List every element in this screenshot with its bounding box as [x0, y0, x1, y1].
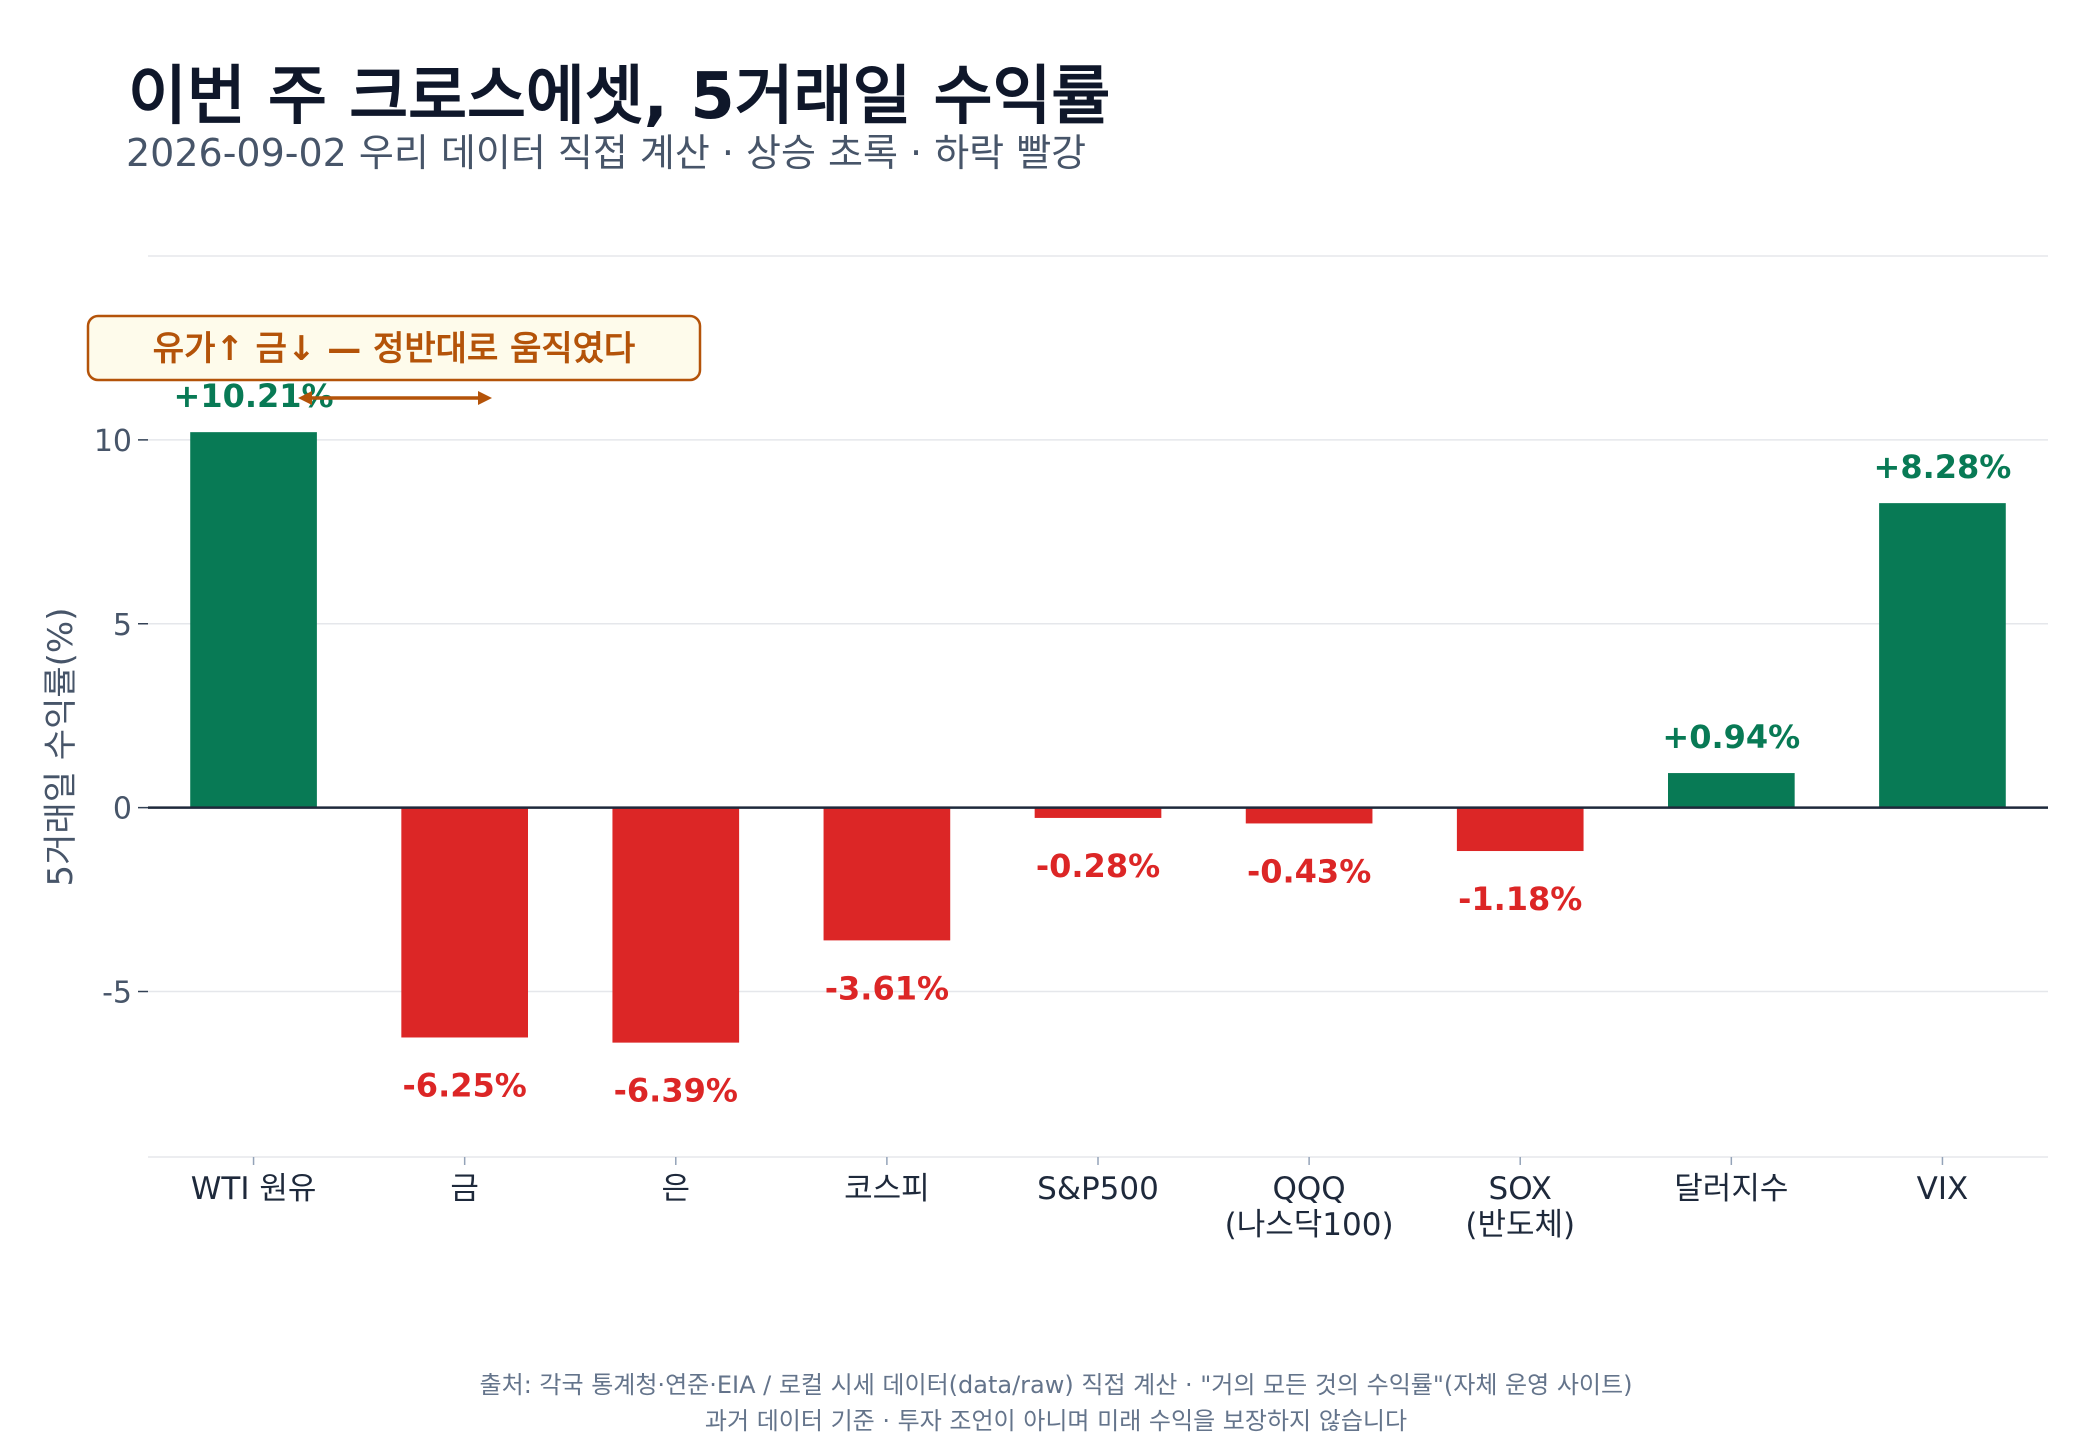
x-tick-label: QQQ [1273, 1171, 1346, 1207]
value-label: -0.43% [1247, 852, 1371, 890]
annotation-arrowhead-right [478, 391, 492, 405]
value-label: -0.28% [1036, 847, 1160, 885]
annotation-box [86, 314, 702, 382]
annotation: 유가↑ 금↓ — 정반대로 움직였다 [86, 314, 702, 405]
bar [190, 432, 317, 808]
x-tick-label: (반도체) [1465, 1207, 1575, 1243]
value-label: -6.39% [614, 1072, 738, 1110]
value-label: -3.61% [825, 969, 949, 1007]
x-tick-label: 금 [450, 1171, 479, 1207]
bars [148, 432, 2048, 1043]
y-tick-label: 0 [113, 792, 132, 827]
x-tick-label: 달러지수 [1674, 1171, 1788, 1207]
annotation-text: 유가↑ 금↓ — 정반대로 움직였다 [153, 329, 635, 369]
x-tick-label: S&P500 [1037, 1171, 1159, 1207]
value-label: -1.18% [1458, 880, 1582, 918]
x-axis: WTI 원유 금 은 코스피 S&P500 QQQ(나스닥100) SOX(반도체) 달러지수… [191, 1157, 1968, 1243]
x-tick-label: 은 [662, 1171, 691, 1207]
y-axis: -5 0 5 10 [94, 424, 148, 1011]
bar [612, 807, 740, 1043]
x-tick-label: 코스피 [844, 1171, 930, 1207]
value-label: +8.28% [1874, 448, 2012, 486]
footer-disclaimer: 과거 데이터 기준 · 투자 조언이 아니며 미래 수익을 보장하지 않습니다 [705, 1407, 1407, 1435]
y-tick-label: -5 [102, 976, 132, 1011]
y-axis-label: 5거래일 수익률(%) [41, 608, 81, 887]
bar [823, 807, 951, 941]
bar [1668, 773, 1795, 808]
bar [1879, 503, 2006, 808]
annotation-arrowhead-left [298, 391, 312, 405]
bar [1456, 807, 1584, 852]
x-tick-label: VIX [1917, 1171, 1969, 1207]
value-labels: +10.21%-6.25% -6.39%-3.61%-0.28% -0.43%-1.… [174, 377, 2012, 1109]
chart-subtitle: 2026-09-02 우리 데이터 직접 계산 · 상승 초록 · 하락 빨강 [126, 131, 1086, 175]
bar [1034, 807, 1162, 818]
y-tick-label: 5 [113, 608, 132, 643]
footer-source: 출처: 각국 통계청·연준·EIA / 로컬 시세 데이터(data/raw) … [480, 1371, 1633, 1399]
x-tick-label: SOX [1489, 1171, 1552, 1207]
x-tick-label: (나스닥100) [1225, 1207, 1394, 1243]
value-label: +0.94% [1662, 718, 1800, 756]
value-label: -6.25% [403, 1066, 527, 1104]
bar [401, 807, 528, 1038]
y-tick-label: 10 [94, 424, 132, 459]
bar [1245, 807, 1373, 824]
x-tick-label: WTI 원유 [191, 1171, 317, 1207]
chart-title: 이번 주 크로스에셋, 5거래일 수익률 [128, 60, 1110, 134]
